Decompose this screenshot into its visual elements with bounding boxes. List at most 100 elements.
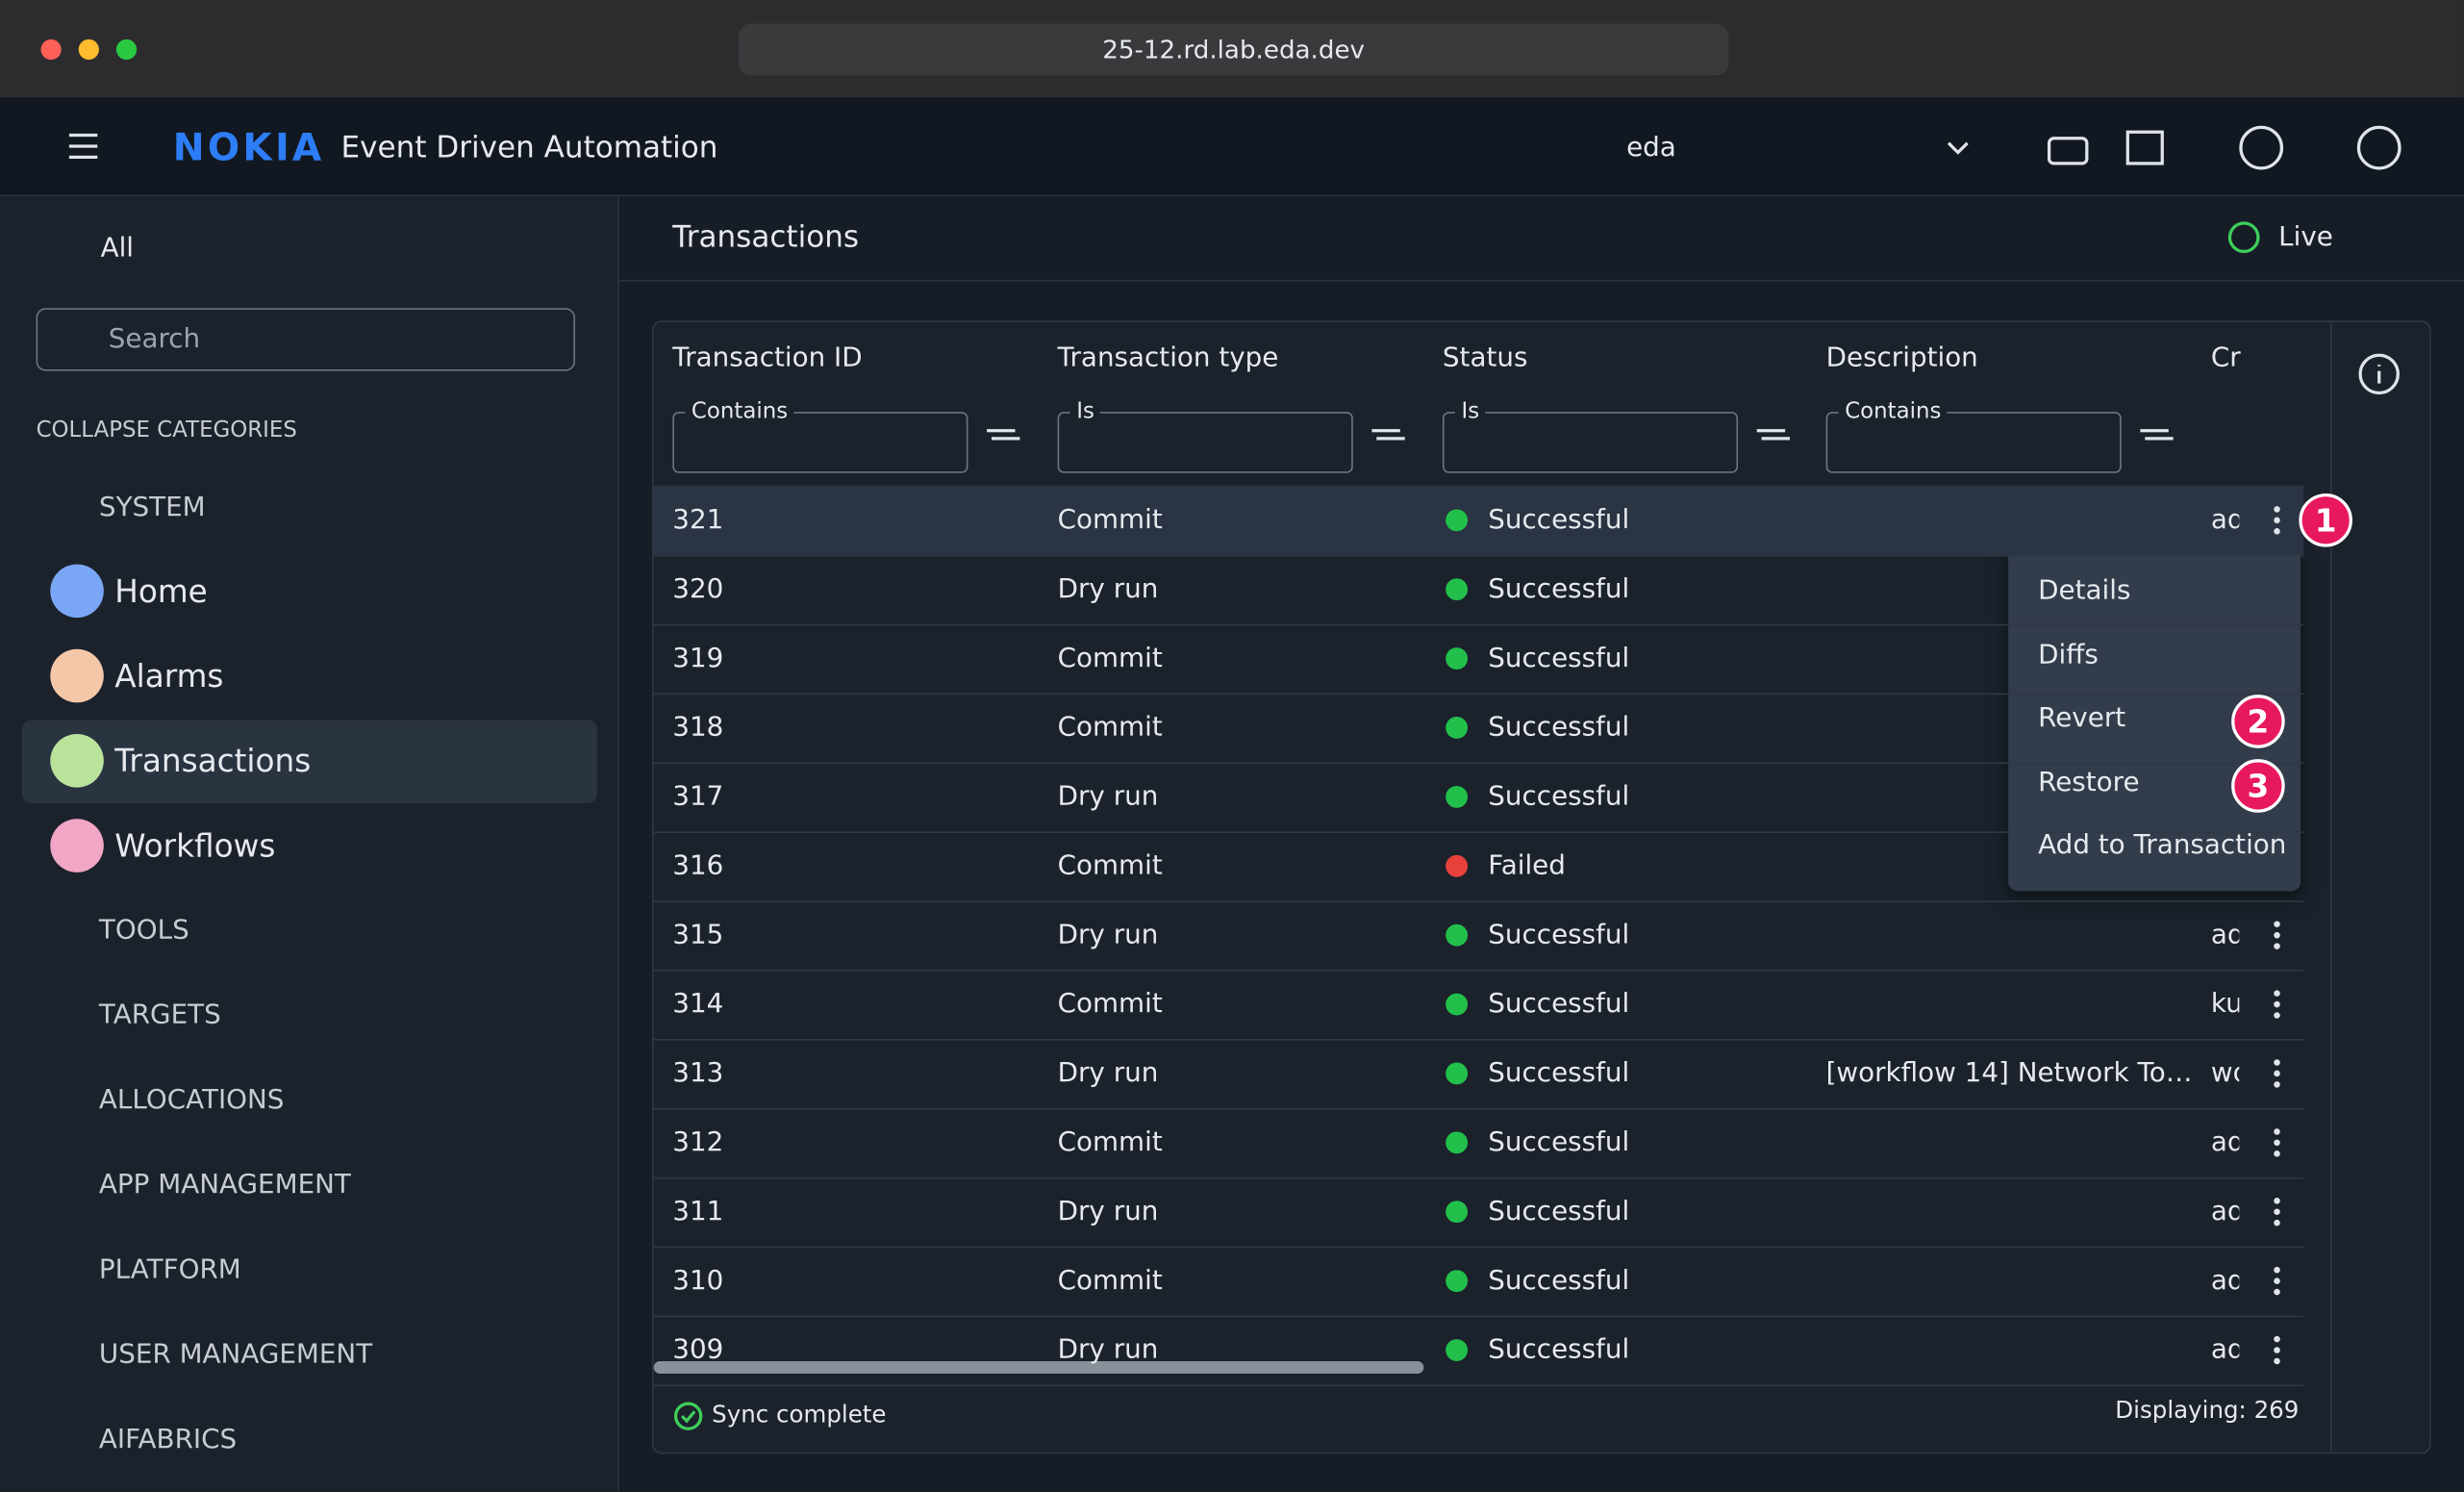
displaying: Displaying: 269 (2115, 1394, 2299, 1426)
page-title: Transactions (672, 221, 859, 253)
category[interactable]: TOOLS (99, 915, 189, 947)
status: Successful (1488, 573, 1629, 605)
nav-icon (50, 734, 104, 788)
filter-icon[interactable] (1757, 429, 1785, 432)
status: Successful (1488, 504, 1629, 536)
app-title: Event Driven Automation (341, 132, 718, 164)
status: Successful (1488, 781, 1629, 813)
row-divider (654, 1316, 2304, 1318)
menu-item[interactable]: Add to Transaction (2038, 830, 2286, 862)
live-icon (2225, 218, 2263, 256)
zoom-button[interactable] (116, 39, 137, 60)
status: Successful (1488, 1058, 1629, 1090)
nav-item[interactable]: Transactions (114, 745, 311, 776)
filter-icon[interactable] (2140, 429, 2168, 432)
namespace[interactable]: eda (1626, 132, 1676, 164)
nav-icon (50, 819, 104, 872)
live[interactable]: Live (2278, 221, 2333, 253)
category[interactable]: APP MANAGEMENT (99, 1170, 351, 1201)
menu-item[interactable]: Restore (2038, 767, 2139, 798)
creator: ad (2211, 504, 2239, 536)
transaction-type: Commit (1058, 989, 1163, 1021)
nav-item[interactable]: Alarms (114, 660, 223, 692)
info-icon[interactable] (2357, 352, 2401, 396)
nav-item[interactable]: Workflows (114, 830, 275, 862)
collapse-categories[interactable]: COLLAPSE CATEGORIES (37, 415, 297, 446)
transaction-id: 313 (672, 1058, 723, 1090)
transaction-type: Commit (1058, 850, 1163, 882)
status: Successful (1488, 643, 1629, 674)
status: Successful (1488, 1127, 1629, 1159)
row-menu[interactable] (2274, 921, 2280, 927)
transaction-id: 309 (672, 1334, 723, 1366)
row-menu[interactable] (2274, 1336, 2280, 1343)
status-dot (1446, 855, 1468, 877)
row-divider (654, 900, 2304, 902)
column-header[interactable]: Transaction type (1058, 342, 1279, 374)
filter-box[interactable] (1443, 412, 1738, 473)
transaction-id: 310 (672, 1265, 723, 1297)
category[interactable]: SYSTEM (99, 492, 206, 523)
status-dot (1446, 647, 1468, 670)
filter-icon[interactable] (987, 429, 1015, 432)
category[interactable]: USER MANAGEMENT (99, 1339, 372, 1371)
status-dot (1446, 578, 1468, 600)
transaction-type: Commit (1058, 643, 1163, 674)
row-menu[interactable] (2274, 506, 2280, 513)
row-divider (654, 1108, 2304, 1110)
status-dot (1446, 1201, 1468, 1223)
scope[interactable]: All (101, 233, 134, 265)
transaction-type: Commit (1058, 504, 1163, 536)
transaction-type: Dry run (1058, 1196, 1159, 1227)
transaction-id: 320 (672, 573, 723, 605)
column-header[interactable]: Status (1443, 342, 1528, 374)
status-dot (1446, 1063, 1468, 1085)
status-dot (1446, 717, 1468, 739)
category[interactable]: TARGETS (99, 999, 221, 1031)
menu-item[interactable]: Details (2038, 575, 2130, 607)
menu-icon[interactable] (66, 132, 101, 160)
category[interactable]: ALLOCATIONS (99, 1084, 285, 1116)
nav-icon (50, 565, 104, 619)
row-menu[interactable] (2274, 1059, 2280, 1066)
filter-label: Is (1455, 396, 1486, 428)
row-menu[interactable] (2274, 990, 2280, 997)
close-button[interactable] (40, 39, 61, 60)
status: Successful (1488, 920, 1629, 951)
filter-box[interactable] (1058, 412, 1353, 473)
category[interactable]: PLATFORM (99, 1254, 241, 1286)
status-dot (1446, 1270, 1468, 1292)
transaction-id: 312 (672, 1127, 723, 1159)
row-menu[interactable] (2274, 1198, 2280, 1204)
badge: 2 (2231, 695, 2285, 748)
filter-icon[interactable] (1371, 429, 1399, 432)
column-header[interactable]: Transaction ID (672, 342, 862, 374)
filter-label: Contains (685, 396, 793, 428)
row-menu[interactable] (2274, 1128, 2280, 1135)
creator: ad (2211, 1127, 2239, 1159)
header-icons[interactable] (2043, 122, 2420, 172)
row-menu[interactable] (2274, 1267, 2280, 1274)
status: Successful (1488, 1196, 1629, 1227)
transaction-id: 319 (672, 643, 723, 674)
search-placeholder: Search (109, 324, 200, 356)
transaction-type: Dry run (1058, 1334, 1159, 1366)
menu-item[interactable]: Diffs (2038, 639, 2099, 670)
status-dot (1446, 924, 1468, 947)
category[interactable]: AIFABRICS (99, 1424, 237, 1455)
nav-item[interactable]: Home (114, 575, 208, 607)
chevron (1946, 139, 1971, 158)
transaction-type: Dry run (1058, 1058, 1159, 1090)
transaction-id: 316 (672, 850, 723, 882)
transaction-id: 317 (672, 781, 723, 813)
column-header[interactable]: Cr (2211, 342, 2241, 374)
menu-item[interactable]: Revert (2038, 702, 2125, 734)
minimize-button[interactable] (79, 39, 99, 60)
creator: ad (2211, 1196, 2239, 1227)
column-header[interactable]: Description (1826, 342, 1978, 374)
filter-label: Is (1070, 396, 1101, 428)
status-dot (1446, 509, 1468, 531)
row-divider (654, 1247, 2304, 1249)
scrollbar[interactable] (654, 1361, 1424, 1374)
